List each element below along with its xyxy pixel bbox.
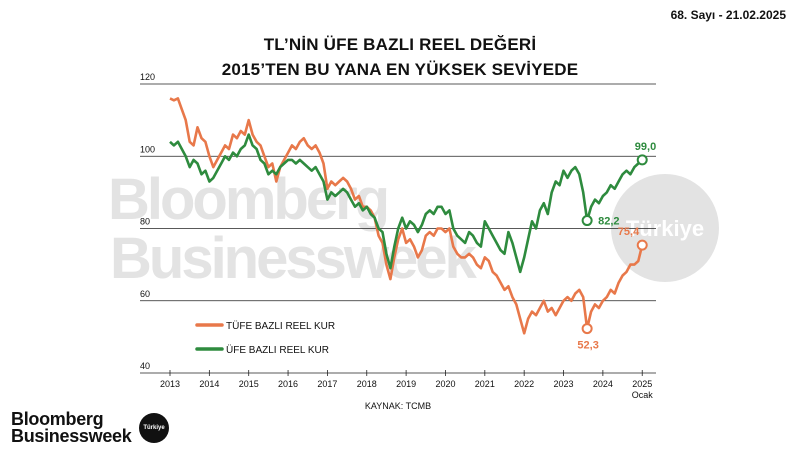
issue-date: 68. Sayı - 21.02.2025 [670, 8, 786, 22]
x-tick-label: 2022 [514, 379, 534, 389]
x-tick-label: 2019 [396, 379, 416, 389]
ufe-end-marker [636, 154, 648, 166]
x-tick-label: 2023 [554, 379, 574, 389]
brand-logo: Bloomberg Businessweek [11, 409, 132, 446]
series-line-tufe [169, 97, 644, 335]
x-tick-label: 2018 [357, 379, 377, 389]
tufe-end-label: 75,4 [618, 226, 640, 238]
legend-label-ufe: ÜFE BAZLI REEL KUR [226, 344, 329, 356]
y-tick-label: 80 [140, 217, 150, 227]
x-axis-ticks: 2013 2014 2015 2016 2017 2018 2019 2020 2021 2022… [160, 370, 653, 400]
watermark-line-2: Businessweek [110, 226, 478, 291]
chart-title-line-2: 2015’TEN BU YANA EN YÜKSEK SEVİYEDE [221, 60, 579, 79]
y-tick-label: 100 [140, 144, 155, 154]
x-tick-label: 2013 [160, 379, 180, 389]
watermark: Bloomberg Businessweek Türkiye [108, 167, 719, 291]
brand-line-2: Businessweek [11, 426, 132, 446]
x-tick-label: 2017 [317, 379, 337, 389]
x-tick-label: 2016 [278, 379, 298, 389]
legend: TÜFE BAZLI REEL KUR ÜFE BAZLI REEL KUR [195, 320, 335, 356]
series-lines [169, 97, 644, 335]
legend-label-tufe: TÜFE BAZLI REEL KUR [226, 320, 335, 332]
watermark-badge [611, 174, 719, 282]
chart-title-line-1: TL’NİN ÜFE BAZLI REEL DEĞERİ [263, 35, 537, 54]
y-tick-label: 120 [140, 72, 155, 82]
x-tick-label: 2014 [199, 379, 219, 389]
x-tick-label: 2025 [632, 379, 652, 389]
y-tick-label: 60 [140, 289, 150, 299]
x-tick-label: 2020 [435, 379, 455, 389]
brand-badge: Türkiye [139, 413, 169, 443]
ufe-min-marker [581, 215, 593, 227]
x-tick-sublabel: Ocak [632, 390, 654, 400]
tufe-end-marker [636, 239, 648, 251]
source-note: KAYNAK: TCMB [365, 401, 431, 411]
series-markers: 52,3 75,482,2 99,0 [577, 141, 656, 352]
tufe-min-marker [581, 323, 593, 335]
ufe-min-label: 82,2 [598, 216, 619, 228]
y-tick-label: 40 [140, 361, 150, 371]
y-axis-ticks: 40 60 80 100 120 [140, 72, 155, 371]
series-line-ufe [169, 133, 644, 274]
tufe-min-label: 52,3 [577, 340, 598, 352]
x-tick-label: 2015 [239, 379, 259, 389]
x-tick-label: 2024 [593, 379, 613, 389]
x-tick-label: 2021 [475, 379, 495, 389]
ufe-end-label: 99,0 [635, 141, 656, 153]
brand-line-1: Bloomberg [11, 409, 104, 429]
